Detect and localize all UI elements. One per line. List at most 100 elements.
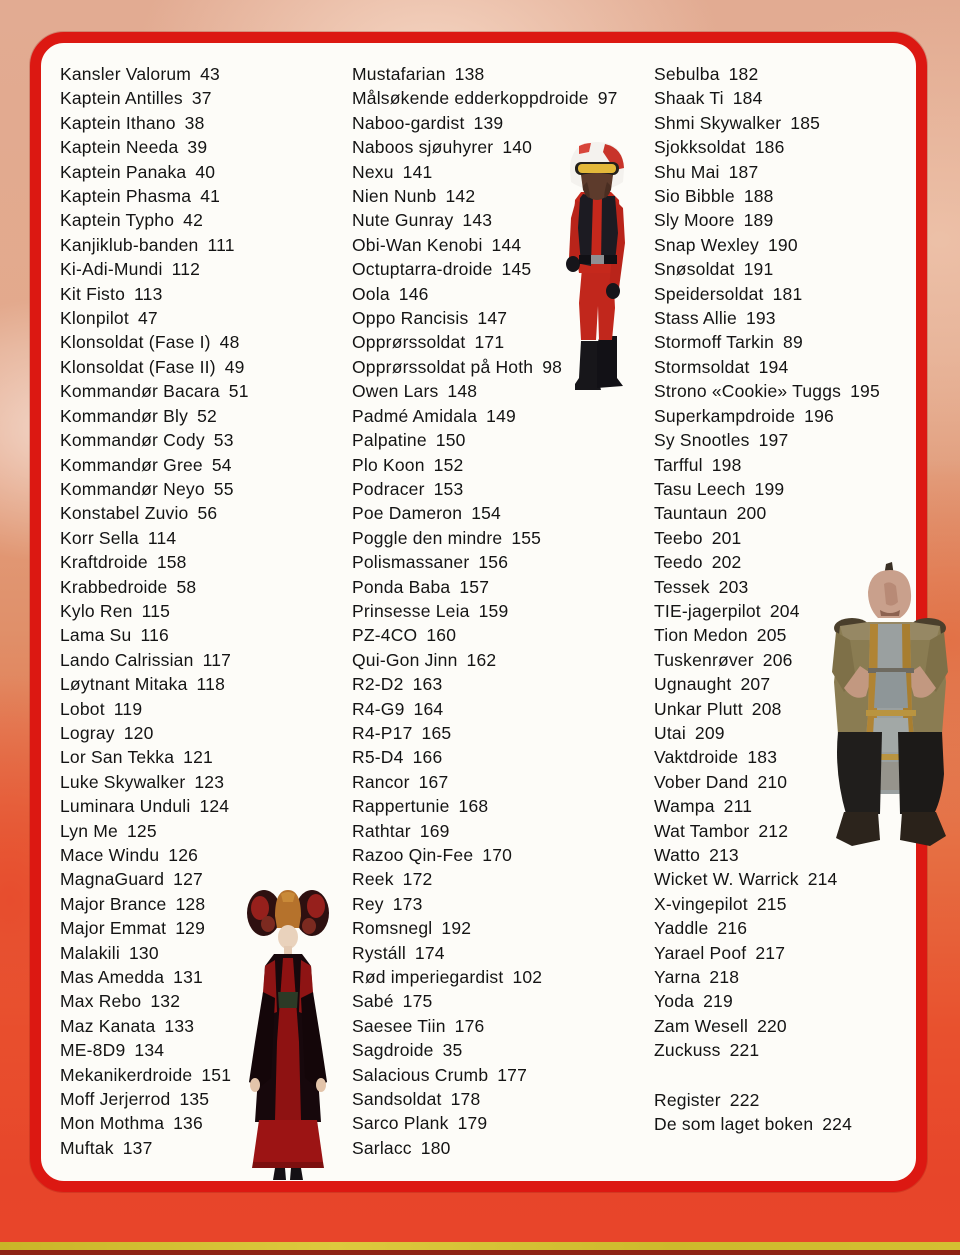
entry-page-number: 148 <box>447 381 478 402</box>
index-entry: Owen Lars 148 <box>352 379 652 403</box>
index-entry: Kommandør Gree 54 <box>60 453 352 477</box>
entry-page-number: 182 <box>728 64 759 84</box>
entry-page-number: 217 <box>755 942 786 963</box>
entry-label: Lobot <box>60 698 105 719</box>
index-entry: Major Emmat 129 <box>60 916 352 940</box>
entry-label: Muftak <box>60 1137 114 1158</box>
entry-label: Kaptein Antilles <box>60 88 183 109</box>
entry-label: Plo Koon <box>352 454 425 475</box>
index-entry: Kaptein Typho 42 <box>60 208 352 232</box>
entry-page-number: 221 <box>729 1040 760 1061</box>
entry-label: Mace Windu <box>60 845 160 865</box>
index-entry: Rathtar 169 <box>352 819 652 843</box>
entry-page-number: 140 <box>502 137 533 158</box>
entry-label: Nexu <box>352 161 394 182</box>
entry-label: Shaak Ti <box>654 88 724 109</box>
index-entry: Målsøkende edderkoppdroide 97 <box>352 86 652 110</box>
index-page-card <box>30 32 927 1192</box>
index-entry: Ugnaught 207 <box>654 672 934 696</box>
entry-label: Zam Wesell <box>654 1015 749 1036</box>
index-entry: TIE-jagerpilot 204 <box>654 599 934 623</box>
entry-label: Rød imperiegardist <box>352 967 504 988</box>
entry-page-number: 180 <box>420 1137 451 1158</box>
entry-label: Sebulba <box>654 64 720 84</box>
index-entry: Polismassaner 156 <box>352 550 652 574</box>
index-entry: Kit Fisto 113 <box>60 282 352 306</box>
entry-label: Opprørssoldat på Hoth <box>352 356 534 377</box>
index-entry: Palpatine 150 <box>352 428 652 452</box>
entry-label: Klonsoldat (Fase II) <box>60 356 216 377</box>
entry-label: Mas Amedda <box>60 967 165 988</box>
entry-label: R4-P17 <box>352 722 413 743</box>
index-entry: Kraftdroide 158 <box>60 550 352 574</box>
index-entry: De som laget boken 224 <box>654 1112 934 1136</box>
index-entry: Zam Wesell 220 <box>654 1014 934 1038</box>
entry-page-number: 172 <box>402 869 433 890</box>
entry-label: Naboo-gardist <box>352 112 465 133</box>
entry-label: Tion Medon <box>654 625 748 646</box>
index-entry: Plo Koon 152 <box>352 453 652 477</box>
entry-label: Octuptarra-droide <box>352 259 493 280</box>
index-entry: Nien Nunb 142 <box>352 184 652 208</box>
entry-page-number: 121 <box>183 747 213 768</box>
bottom-yellow-stripe <box>0 1242 960 1250</box>
entry-page-number: 143 <box>462 210 493 231</box>
entry-label: Stormsoldat <box>654 356 750 377</box>
entry-label: Sly Moore <box>654 210 735 231</box>
entry-label: Tarfful <box>654 454 703 475</box>
entry-page-number: 97 <box>597 88 618 109</box>
entry-page-number: 178 <box>450 1089 481 1110</box>
entry-page-number: 219 <box>703 991 733 1012</box>
rebel-pilot-illustration <box>566 142 625 390</box>
index-entry: Teedo 202 <box>654 550 934 574</box>
entry-label: X-vingepilot <box>654 893 748 914</box>
entry-page-number: 128 <box>175 893 206 914</box>
entry-page-number: 222 <box>729 1089 760 1110</box>
index-entry: R2-D2 163 <box>352 672 652 696</box>
index-entry: Kaptein Needa 39 <box>60 135 352 159</box>
entry-page-number: 150 <box>435 430 466 451</box>
entry-label: De som laget boken <box>654 1114 814 1135</box>
index-entry: Romsnegl 192 <box>352 916 652 940</box>
index-entry: Moff Jerjerrod 135 <box>60 1087 352 1111</box>
entry-label: Maz Kanata <box>60 1015 156 1036</box>
index-entry: Naboo-gardist 139 <box>352 111 652 135</box>
index-entry: Yarael Poof 217 <box>654 941 934 965</box>
index-entry: Tion Medon 205 <box>654 623 934 647</box>
entry-label: Lama Su <box>60 625 132 646</box>
entry-page-number: 123 <box>194 771 225 792</box>
entry-label: PZ-4CO <box>352 625 418 646</box>
entry-label: Nute Gunray <box>352 210 454 231</box>
index-entry: Mekanikerdroide 151 <box>60 1063 352 1087</box>
entry-label: Kylo Ren <box>60 600 133 621</box>
entry-label: Klonsoldat (Fase I) <box>60 332 211 353</box>
index-entry: Lor San Tekka 121 <box>60 745 352 769</box>
entry-label: Register <box>654 1089 721 1110</box>
entry-page-number: 37 <box>191 88 212 109</box>
index-entry: Max Rebo 132 <box>60 989 352 1013</box>
index-entry: Luke Skywalker 123 <box>60 770 352 794</box>
index-entry: Mas Amedda 131 <box>60 965 352 989</box>
entry-label: Sabé <box>352 991 394 1012</box>
index-entry: Kaptein Ithano 38 <box>60 111 352 135</box>
entry-label: Utai <box>654 722 686 743</box>
index-entry: Snap Wexley 190 <box>654 233 934 257</box>
index-entry: Poggle den mindre 155 <box>352 526 652 550</box>
entry-page-number: 224 <box>822 1114 853 1135</box>
entry-label: Kanjiklub-banden <box>60 234 199 255</box>
entry-label: Klonpilot <box>60 308 129 329</box>
index-entry: Sebulba 182 <box>654 62 934 86</box>
entry-label: Luke Skywalker <box>60 771 186 792</box>
entry-label: Løytnant Mitaka <box>60 674 188 695</box>
index-entry: Mon Mothma 136 <box>60 1111 352 1135</box>
entry-label: Mustafarian <box>352 64 446 84</box>
index-entry: Speidersoldat 181 <box>654 282 934 306</box>
index-column-right: Sebulba 182 Shaak Ti 184 Shmi Skywalker 185 Sj… <box>654 62 934 1136</box>
entry-label: Shu Mai <box>654 161 720 182</box>
entry-label: Wampa <box>654 796 715 817</box>
index-entry: Sarco Plank 179 <box>352 1111 652 1135</box>
entry-label: Yoda <box>654 991 695 1012</box>
index-entry: Salacious Crumb 177 <box>352 1063 652 1087</box>
entry-label: Teebo <box>654 527 703 548</box>
